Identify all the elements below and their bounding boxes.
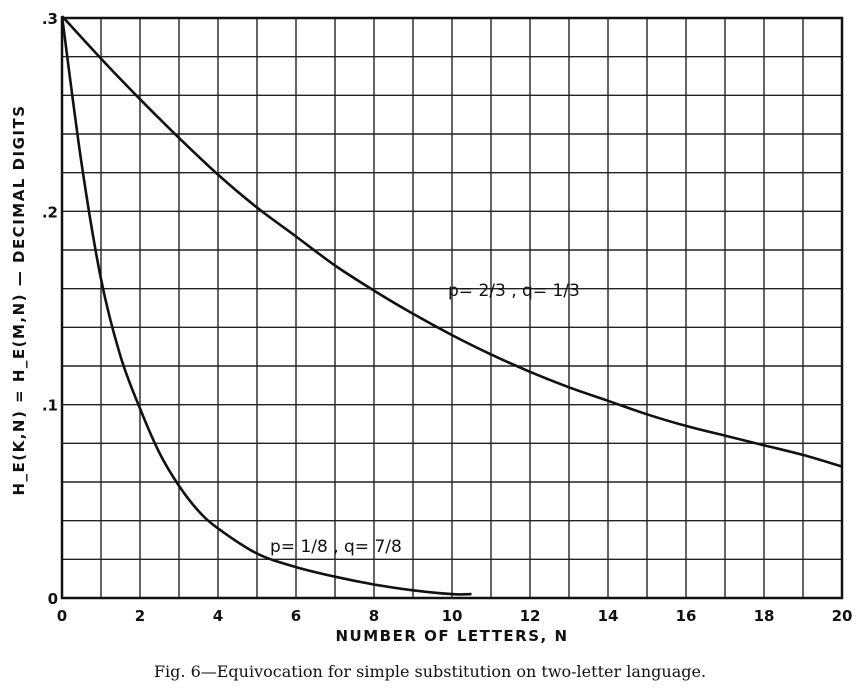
x-tick-labels: 0 2 4 6 8 10 12 14 16 18 20 [57, 607, 853, 625]
x-tick-label: 8 [369, 607, 379, 625]
x-tick-label: 20 [832, 607, 853, 625]
y-tick-label: 0 [48, 590, 58, 608]
x-axis-label: NUMBER OF LETTERS, N [335, 627, 568, 645]
y-axis-label-group: H_E(K,N) = H_E(M,N) — DECIMAL DIGITS [10, 104, 28, 495]
x-tick-label: 10 [442, 607, 463, 625]
y-tick-label: .3 [42, 10, 58, 28]
x-tick-label: 6 [291, 607, 301, 625]
plot-border [60, 16, 844, 600]
plot-frame [60, 16, 844, 600]
x-tick-label: 4 [213, 607, 223, 625]
x-tick-label: 18 [754, 607, 775, 625]
curve-label-upper: p= 2/3 , q= 1/3 [448, 281, 580, 301]
x-tick-label: 12 [520, 607, 541, 625]
grid-lines [62, 18, 842, 598]
series-line-upper [61, 15, 843, 468]
x-tick-label: 0 [57, 607, 67, 625]
curves [60, 15, 843, 596]
x-tick-label: 14 [598, 607, 619, 625]
equivocation-chart: 0 2 4 6 8 10 12 14 16 18 20 0 .1 .2 .3 NUMBER OF LETT… [10, 10, 853, 645]
figure-caption: Fig. 6—Equivocation for simple substitut… [153, 662, 707, 681]
series-line-lower [60, 15, 472, 596]
y-axis-label: H_E(K,N) = H_E(M,N) — DECIMAL DIGITS [10, 104, 28, 495]
curve-label-lower: p= 1/8 , q= 7/8 [270, 537, 402, 557]
y-tick-label: .2 [42, 203, 58, 221]
x-tick-label: 2 [135, 607, 145, 625]
y-tick-labels: 0 .1 .2 .3 [42, 10, 58, 608]
y-tick-label: .1 [42, 397, 58, 415]
x-tick-label: 16 [676, 607, 697, 625]
